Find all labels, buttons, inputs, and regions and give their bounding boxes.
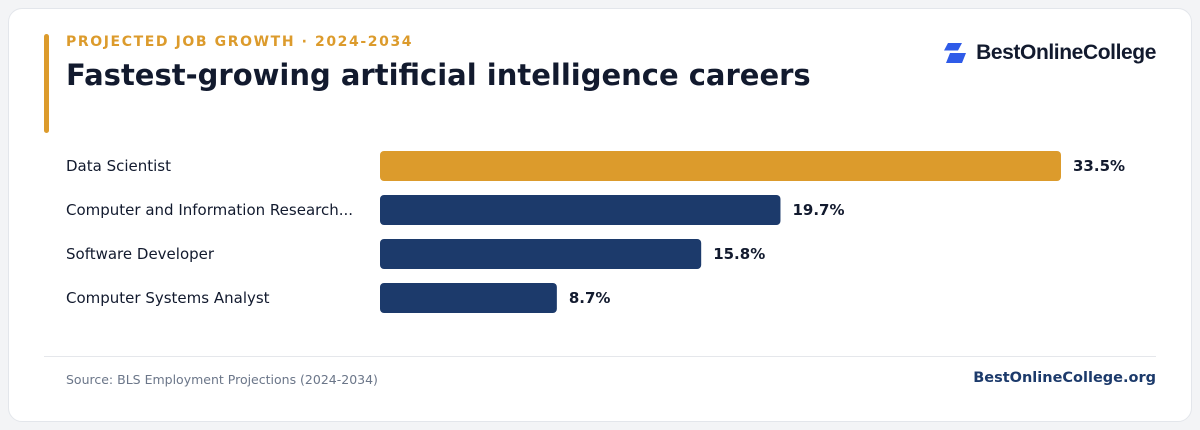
category-label: Software Developer [66, 245, 215, 263]
footer-divider [44, 356, 1156, 357]
site-link[interactable]: BestOnlineCollege.org [973, 370, 1156, 386]
source-note: Source: BLS Employment Projections (2024… [66, 372, 378, 387]
brand-logo-text: BestOnlineCollege [976, 41, 1156, 64]
category-label: Computer and Information Research... [66, 201, 353, 219]
chart-title: Fastest-growing artificial intelligence … [66, 58, 811, 92]
bar[interactable] [380, 195, 781, 225]
chart-eyebrow: PROJECTED JOB GROWTH · 2024-2034 [66, 34, 414, 50]
brand-logo[interactable]: BestOnlineCollege [942, 41, 1156, 65]
chart-card: PROJECTED JOB GROWTH · 2024-2034 Fastest… [8, 8, 1192, 422]
bar-chart: Data Scientist 33.5% Computer and Informat… [66, 151, 1125, 313]
value-label: 15.8% [713, 245, 765, 263]
bar[interactable] [380, 239, 702, 269]
accent-bar [44, 34, 49, 133]
value-label: 33.5% [1073, 157, 1125, 175]
brand-mark-icon [944, 43, 967, 63]
bar[interactable] [380, 283, 557, 313]
value-label: 19.7% [792, 201, 844, 219]
category-label: Data Scientist [66, 157, 171, 175]
value-label: 8.7% [569, 289, 611, 307]
category-label: Computer Systems Analyst [66, 289, 270, 307]
bar[interactable] [380, 151, 1061, 181]
